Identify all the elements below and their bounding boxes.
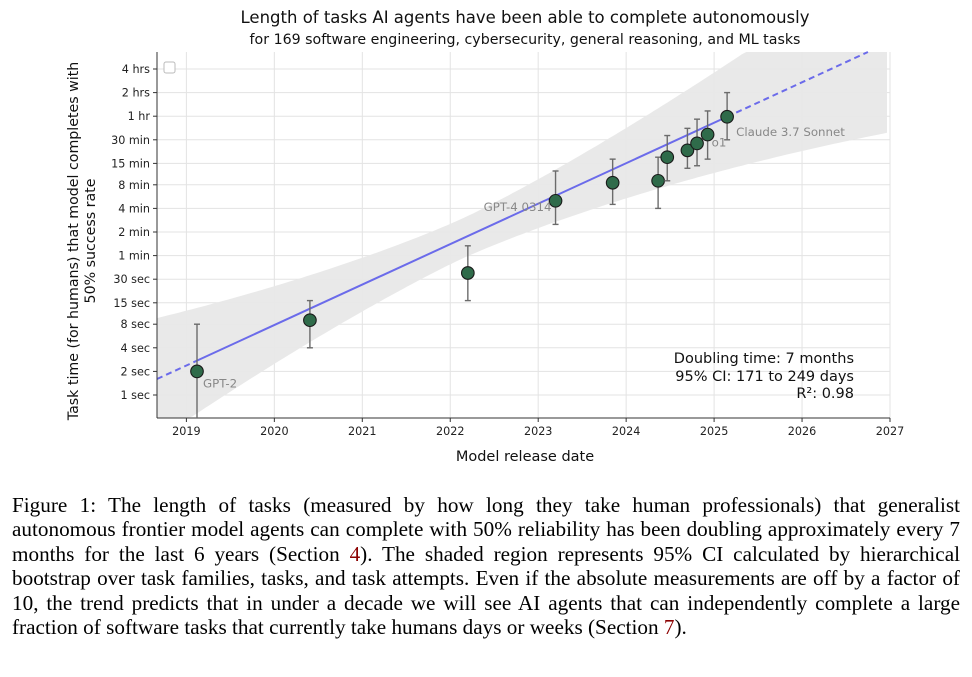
x-tick-label: 2021 (348, 425, 376, 438)
data-point (660, 150, 675, 165)
annotation-ci: 95% CI: 171 to 249 days (675, 369, 854, 385)
y-tick-label: 1 hr (128, 110, 151, 123)
y-tick-label: 2 hrs (122, 87, 150, 100)
data-point (460, 266, 475, 280)
data-point (720, 109, 734, 124)
y-tick-label: 2 min (118, 226, 150, 239)
x-tick-label: 2024 (612, 425, 640, 438)
data-point (690, 136, 704, 151)
y-tick-label: 2 sec (120, 365, 150, 378)
x-tick-label: 2023 (524, 425, 552, 438)
data-points: GPT-2 GPT-4 0314 o1 Claude 3.7 Sonnet (190, 91, 845, 418)
data-point (548, 193, 563, 208)
figure-caption: Figure 1: The length of tasks (measured … (12, 493, 960, 639)
caption-text-3: ). (674, 615, 687, 640)
annotation-r2: R²: 0.98 (796, 386, 854, 402)
y-tick-label: 15 min (111, 157, 150, 170)
x-tick-label: 2025 (700, 425, 728, 438)
y-tick-label: 4 hrs (122, 63, 150, 76)
x-tick-label: 2019 (172, 425, 200, 438)
chart-subtitle: for 169 software engineering, cybersecur… (250, 32, 801, 48)
data-point (700, 127, 715, 142)
trend-line-extrapolation-future (726, 51, 869, 118)
y-tick-label: 15 sec (113, 297, 150, 310)
caption-text-1: Figure 1: The length of tasks (measured … (12, 493, 960, 566)
chart: 1 sec 2 sec 4 sec 8 sec 15 sec 30 sec 1 min 2 m… (66, 8, 904, 465)
data-point (680, 143, 695, 158)
data-point (303, 313, 317, 328)
x-tick-label: 2026 (788, 425, 816, 438)
point-label: o1 (712, 136, 727, 150)
trend-line (156, 51, 869, 380)
x-axis-label: Model release date (456, 449, 594, 465)
axes: 1 sec 2 sec 4 sec 8 sec 15 sec 30 sec 1 min 2 m… (111, 52, 904, 438)
x-tick-label: 2022 (436, 425, 464, 438)
caption-text-2: ). The shaded region represents 95% CI c… (12, 541, 960, 640)
data-point (651, 173, 665, 188)
point-label: Claude 3.7 Sonnet (736, 125, 845, 139)
y-tick-label: 8 min (118, 179, 150, 192)
point-label: GPT-4 0314 (484, 200, 552, 214)
trend-line-solid (196, 115, 728, 362)
point-label: GPT-2 (203, 376, 237, 390)
y-tick-label: 1 min (118, 250, 150, 263)
section-ref-link[interactable]: 7 (663, 615, 675, 640)
y-tick-label: 1 sec (120, 389, 150, 402)
data-point (190, 364, 204, 379)
y-tick-label: 4 min (118, 202, 150, 215)
x-tick-label: 2020 (260, 425, 288, 438)
legend-box (163, 61, 176, 74)
y-axis-label-line2: 50% success rate (83, 179, 99, 304)
trend-line-extrapolation-past (156, 359, 198, 380)
annotation-doubling-time: Doubling time: 7 months (674, 351, 854, 367)
confidence-band (157, 52, 887, 418)
data-point (605, 175, 620, 190)
x-tick-label: 2027 (876, 425, 904, 438)
y-tick-label: 4 sec (120, 342, 150, 355)
y-tick-label: 8 sec (120, 318, 150, 331)
y-tick-label: 30 min (111, 134, 150, 147)
y-tick-label: 30 sec (113, 273, 150, 286)
y-axis-label-line1: Task time (for humans) that model comple… (66, 62, 82, 421)
section-ref-link[interactable]: 4 (349, 541, 361, 566)
chart-title: Length of tasks AI agents have been able… (241, 8, 810, 27)
